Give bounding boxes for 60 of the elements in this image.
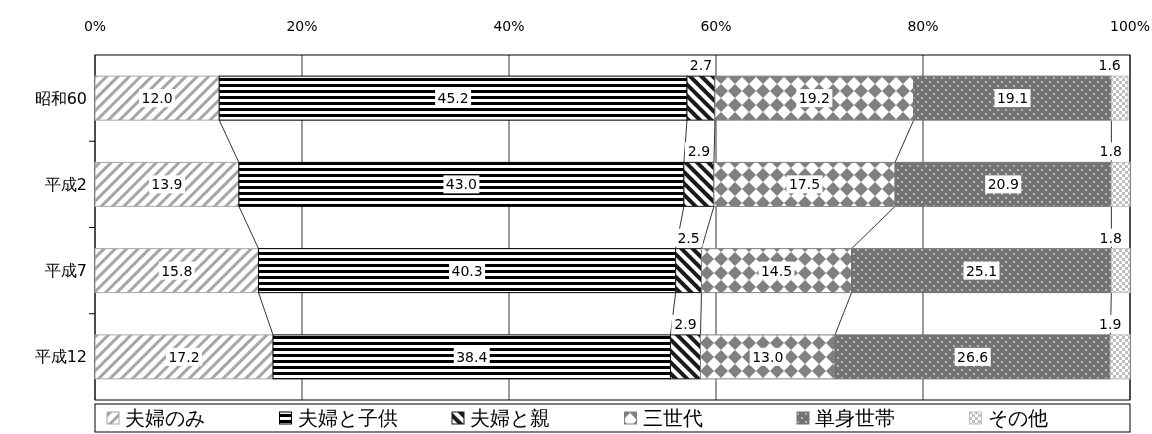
data-label: 1.8: [1099, 143, 1122, 160]
data-label: 26.6: [957, 348, 989, 365]
bar: [686, 75, 716, 121]
data-label: 1.9: [1099, 315, 1122, 332]
bar: [1110, 75, 1129, 121]
bar: [834, 334, 1111, 380]
x-tick-label: 0%: [83, 18, 107, 34]
data-label: 13.9: [151, 176, 183, 193]
bar: [701, 248, 853, 294]
bar: [851, 248, 1112, 294]
x-tick-label: 20%: [286, 18, 318, 34]
y-tick-label: 昭和60: [34, 88, 87, 108]
data-label: 14.5: [760, 262, 793, 279]
bar: [699, 334, 836, 380]
x-tick-label: 60%: [700, 18, 732, 34]
bar: [714, 75, 915, 121]
data-label: 2.9: [687, 143, 711, 160]
bar: [669, 334, 701, 380]
data-label: 13.0: [752, 348, 784, 365]
x-tick-label: 40%: [493, 18, 525, 34]
y-tick-label: 平成12: [34, 347, 87, 367]
data-label: 1.6: [1098, 57, 1121, 74]
bar: [1109, 334, 1131, 380]
data-label: 45.2: [437, 90, 469, 107]
legend-label: 夫婦と子供: [297, 406, 398, 430]
data-label: 38.4: [456, 348, 488, 365]
bar: [94, 248, 260, 294]
y-tick-label: 平成2: [44, 174, 87, 194]
bar: [94, 334, 274, 380]
legend-label: 三世代: [642, 406, 703, 430]
bar: [683, 161, 715, 207]
bar: [94, 161, 240, 207]
bar: [913, 75, 1112, 121]
data-label: 25.1: [965, 262, 998, 279]
bar: [713, 161, 896, 207]
y-tick-label: 平成7: [44, 261, 87, 281]
data-label: 17.5: [788, 176, 821, 193]
data-label: 19.1: [996, 90, 1029, 107]
bar: [675, 248, 703, 294]
x-tick-label: 100%: [1109, 18, 1151, 34]
data-label: 2.9: [674, 315, 697, 332]
data-label: 2.7: [689, 57, 713, 74]
data-label: 2.5: [677, 229, 700, 246]
data-label: 17.2: [168, 348, 200, 365]
data-label: 15.8: [161, 262, 193, 279]
x-tick-label: 80%: [907, 18, 939, 34]
legend-label: 夫婦のみ: [125, 406, 205, 430]
legend-label: 単身世帯: [815, 406, 895, 430]
legend-label: 夫婦と親: [470, 406, 550, 430]
bar: [94, 75, 220, 121]
data-label: 19.2: [798, 90, 830, 107]
data-label: 20.9: [987, 176, 1019, 193]
bar: [1110, 161, 1131, 207]
data-label: 1.8: [1099, 229, 1122, 246]
data-label: 43.0: [445, 176, 477, 193]
legend-label: その他: [987, 406, 1048, 430]
bar: [894, 161, 1112, 207]
bar: [1110, 248, 1131, 294]
data-label: 12.0: [141, 90, 173, 107]
data-label: 40.3: [451, 262, 483, 279]
